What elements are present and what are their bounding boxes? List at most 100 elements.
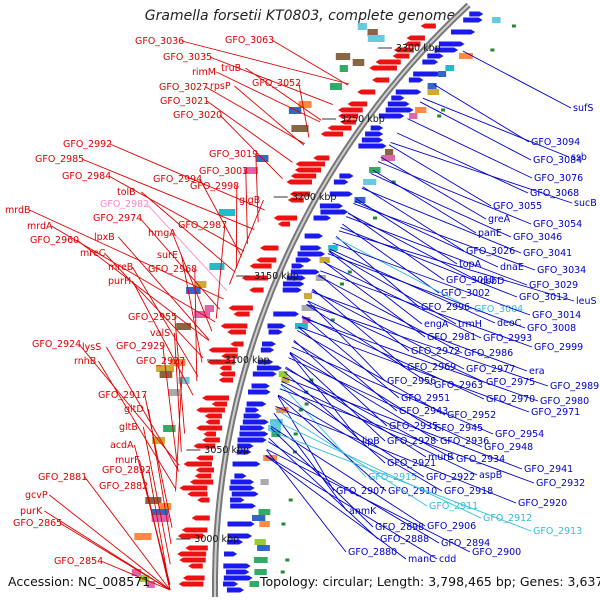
gene-label-left: glgB bbox=[239, 195, 260, 206]
gene-label-right: GFO_2971 bbox=[531, 407, 580, 418]
function-box bbox=[186, 287, 201, 294]
cds-arrow-reverse bbox=[194, 473, 212, 479]
gene-label-left: GFO_3019 bbox=[209, 149, 258, 160]
function-box bbox=[260, 479, 269, 485]
cds-arrow-reverse bbox=[289, 191, 311, 197]
gene-label-right: engA bbox=[424, 319, 449, 330]
cds-arrow-forward bbox=[378, 113, 405, 119]
function-box bbox=[328, 245, 338, 251]
leader-line-left bbox=[199, 178, 242, 257]
rna-marker bbox=[280, 570, 285, 574]
leader-line-left bbox=[174, 316, 186, 434]
cds-arrow-reverse bbox=[221, 353, 238, 359]
leader-line-right bbox=[280, 384, 367, 478]
leader-line-right bbox=[266, 449, 347, 553]
function-box bbox=[271, 431, 281, 437]
leader-line-right bbox=[377, 161, 532, 225]
gene-label-left: GFO_2998 bbox=[190, 181, 239, 192]
gene-label-right: GFO_2880 bbox=[348, 547, 397, 558]
cds-arrow-forward bbox=[251, 383, 270, 389]
cds-arrow-forward bbox=[391, 95, 405, 101]
leader-line-right bbox=[332, 242, 531, 316]
function-box bbox=[301, 305, 315, 311]
cds-arrow-reverse bbox=[241, 275, 269, 281]
leader-line-left bbox=[142, 426, 171, 565]
cds-arrow-reverse bbox=[393, 47, 414, 53]
gene-label-right: GFO_2981 bbox=[427, 332, 476, 343]
cds-arrow-reverse bbox=[227, 329, 246, 335]
function-box bbox=[385, 149, 394, 155]
leader-line-right bbox=[335, 237, 473, 310]
gene-label-right: GFO_2941 bbox=[524, 464, 573, 475]
function-box bbox=[354, 197, 366, 203]
function-box bbox=[335, 53, 351, 60]
rna-marker bbox=[441, 108, 446, 112]
leader-line-left bbox=[271, 39, 349, 86]
cds-arrow-forward bbox=[290, 269, 320, 275]
leader-line-left bbox=[108, 175, 245, 252]
cds-arrow-reverse bbox=[327, 125, 352, 131]
leader-line-right bbox=[361, 187, 522, 254]
gene-label-left: GFO_2924 bbox=[32, 339, 81, 350]
leader-line-right bbox=[318, 273, 410, 352]
cds-arrow-reverse bbox=[406, 35, 425, 41]
gene-label-right: GFO_2932 bbox=[536, 478, 585, 489]
cds-arrow-reverse bbox=[191, 515, 210, 521]
function-box bbox=[134, 533, 152, 540]
leader-line-right bbox=[285, 366, 427, 458]
cds-arrow-reverse bbox=[369, 65, 397, 71]
leader-line-right bbox=[311, 291, 528, 372]
leader-line-right bbox=[327, 253, 526, 329]
leader-line-right bbox=[288, 357, 483, 448]
rna-marker bbox=[281, 522, 286, 526]
gene-label-right: deoC bbox=[497, 318, 522, 329]
leader-line-right bbox=[407, 118, 533, 179]
rna-marker bbox=[285, 558, 290, 562]
leader-line-right bbox=[291, 346, 494, 435]
rna-marker bbox=[373, 216, 377, 220]
gene-label-left: GFO_2982 bbox=[100, 199, 149, 210]
cds-arrow-reverse bbox=[193, 443, 216, 449]
cds-arrow-reverse bbox=[404, 41, 421, 47]
leader-line-right bbox=[289, 353, 361, 442]
function-box bbox=[258, 509, 271, 515]
cds-arrow-reverse bbox=[372, 77, 390, 83]
leader-line-right bbox=[293, 339, 388, 427]
function-box bbox=[253, 557, 268, 563]
gene-label-left: gcvP bbox=[25, 490, 48, 501]
gene-label-right: GFO_2921 bbox=[387, 458, 436, 469]
leader-line-right bbox=[320, 270, 533, 348]
rna-marker bbox=[293, 432, 298, 436]
cds-arrow-reverse bbox=[357, 89, 376, 95]
leader-line-right bbox=[353, 202, 536, 271]
cds-arrow-forward bbox=[231, 491, 259, 497]
leader-line-left bbox=[109, 143, 265, 211]
gene-label-left: GFO_2960 bbox=[30, 235, 79, 246]
cds-arrow-forward bbox=[262, 341, 276, 347]
cds-arrow-reverse bbox=[188, 563, 203, 569]
gene-label-right: greA bbox=[488, 214, 511, 225]
gene-label-right: GFO_3068 bbox=[530, 188, 579, 199]
cds-arrow-reverse bbox=[375, 59, 401, 65]
cds-arrow-forward bbox=[282, 287, 302, 293]
cds-arrow-reverse bbox=[177, 551, 207, 557]
function-box bbox=[295, 323, 308, 329]
gene-label-right: GFO_3041 bbox=[523, 248, 572, 259]
cds-arrow-forward bbox=[242, 419, 269, 425]
leader-line-right bbox=[265, 455, 407, 560]
cds-arrow-forward bbox=[365, 131, 384, 137]
leader-line-left bbox=[209, 56, 334, 106]
gene-label-left: GFO_3020 bbox=[173, 110, 222, 121]
cds-arrow-reverse bbox=[294, 167, 322, 173]
gene-label-right: manC bbox=[408, 554, 436, 565]
backbone-highlight bbox=[214, 4, 470, 598]
leader-line-left bbox=[98, 360, 177, 490]
gene-label-right: sucB bbox=[574, 198, 597, 209]
leader-line-right bbox=[340, 226, 518, 298]
cds-arrow-reverse bbox=[207, 359, 235, 365]
cds-arrow-reverse bbox=[195, 467, 215, 473]
gene-label-left: GFO_2917 bbox=[98, 390, 147, 401]
cds-arrow-reverse bbox=[295, 161, 325, 167]
cds-arrow-reverse bbox=[313, 155, 330, 161]
gene-label-left: surE bbox=[157, 250, 178, 261]
